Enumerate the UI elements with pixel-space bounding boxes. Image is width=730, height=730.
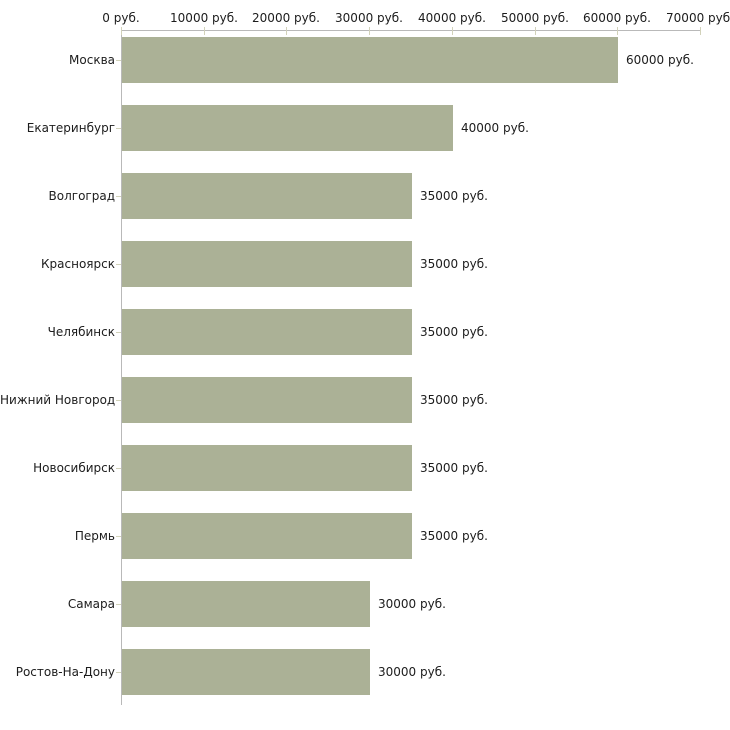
- x-tick-label: 10000 руб.: [170, 11, 238, 25]
- category-label: Новосибирск: [33, 461, 115, 475]
- bar-value-label: 35000 руб.: [420, 325, 488, 339]
- x-tick-label: 30000 руб.: [335, 11, 403, 25]
- bar: [122, 377, 412, 423]
- category-tick-mark: [116, 128, 121, 129]
- x-tick-label: 20000 руб.: [252, 11, 320, 25]
- bar: [122, 309, 412, 355]
- category-label: Самара: [67, 597, 115, 611]
- x-tick-label: 70000 руб.: [666, 11, 730, 25]
- bar-value-label: 35000 руб.: [420, 257, 488, 271]
- category-tick-mark: [116, 604, 121, 605]
- category-tick-mark: [116, 332, 121, 333]
- x-tick-mark: [369, 27, 370, 35]
- x-tick-label: 60000 руб.: [583, 11, 651, 25]
- bar-value-label: 30000 руб.: [378, 597, 446, 611]
- category-label: Волгоград: [48, 189, 115, 203]
- category-label: Челябинск: [47, 325, 115, 339]
- category-label: Пермь: [74, 529, 115, 543]
- bar-value-label: 60000 руб.: [626, 53, 694, 67]
- bar: [122, 445, 412, 491]
- bar: [122, 581, 370, 627]
- category-tick-mark: [116, 536, 121, 537]
- x-axis-line: [121, 30, 700, 31]
- x-tick-label: 0 руб.: [102, 11, 140, 25]
- bar-value-label: 40000 руб.: [461, 121, 529, 135]
- category-tick-mark: [116, 60, 121, 61]
- x-tick-label: 50000 руб.: [501, 11, 569, 25]
- x-tick-mark: [121, 27, 122, 35]
- category-label: Красноярск: [41, 257, 115, 271]
- bar-value-label: 35000 руб.: [420, 393, 488, 407]
- category-tick-mark: [116, 400, 121, 401]
- category-label: Екатеринбург: [26, 121, 115, 135]
- bar-value-label: 35000 руб.: [420, 461, 488, 475]
- bar: [122, 105, 453, 151]
- bar-value-label: 35000 руб.: [420, 189, 488, 203]
- category-tick-mark: [116, 468, 121, 469]
- bar: [122, 173, 412, 219]
- x-tick-mark: [535, 27, 536, 35]
- x-tick-mark: [204, 27, 205, 35]
- y-axis-line: [121, 30, 122, 705]
- bar: [122, 37, 618, 83]
- category-label: Москва: [69, 53, 115, 67]
- category-tick-mark: [116, 264, 121, 265]
- x-tick-mark: [286, 27, 287, 35]
- bar-value-label: 30000 руб.: [378, 665, 446, 679]
- x-tick-mark: [617, 27, 618, 35]
- bar-value-label: 35000 руб.: [420, 529, 488, 543]
- category-tick-mark: [116, 672, 121, 673]
- x-tick-mark: [452, 27, 453, 35]
- category-tick-mark: [116, 196, 121, 197]
- category-label: Ростов-На-Дону: [15, 665, 115, 679]
- category-label: Нижний Новгород: [0, 393, 116, 407]
- bar: [122, 513, 412, 559]
- x-tick-label: 40000 руб.: [418, 11, 486, 25]
- bar: [122, 649, 370, 695]
- x-tick-mark: [700, 27, 701, 35]
- bar: [122, 241, 412, 287]
